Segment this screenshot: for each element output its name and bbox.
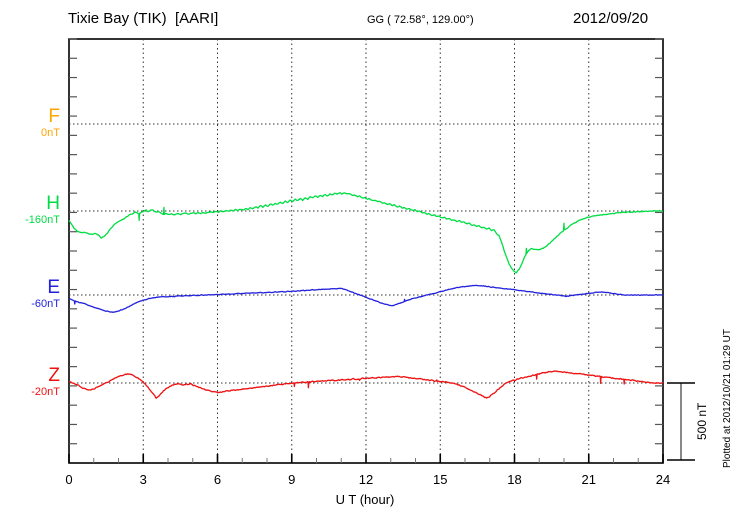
component-label-h: H -160nT bbox=[0, 194, 60, 227]
component-baseline-value-h: -160nT bbox=[25, 214, 60, 226]
plotted-at-label: Plotted at 2012/10/21 01:29 UT bbox=[722, 329, 730, 468]
component-letter-e: E bbox=[47, 277, 60, 298]
scale-bar-label: 500 nT bbox=[695, 402, 709, 440]
page-title: Tixie Bay (TIK) [AARI] bbox=[68, 10, 219, 27]
x-tick-label-12: 12 bbox=[358, 472, 374, 487]
geographic-coordinates-label: GG ( 72.58°, 129.00°) bbox=[367, 14, 474, 26]
x-tick-label-21: 21 bbox=[581, 472, 596, 487]
x-tick-label-0: 0 bbox=[65, 472, 73, 487]
x-tick-label-24: 24 bbox=[655, 472, 671, 487]
x-tick-label-6: 6 bbox=[213, 472, 222, 487]
component-baseline-value-f: 0nT bbox=[41, 127, 60, 139]
component-baseline-value-z: -20nT bbox=[31, 386, 60, 398]
component-letter-h: H bbox=[46, 193, 60, 214]
x-tick-label-9: 9 bbox=[288, 472, 296, 487]
observation-date-label: 2012/09/20 bbox=[573, 10, 649, 27]
component-label-f: F 0nT bbox=[0, 107, 60, 140]
component-letter-z: Z bbox=[48, 365, 60, 386]
component-label-z: Z -20nT bbox=[0, 366, 60, 399]
x-axis-title: U T (hour) bbox=[335, 492, 395, 507]
trace-z bbox=[68, 370, 664, 399]
x-tick-label-18: 18 bbox=[507, 472, 522, 487]
component-label-e: E -60nT bbox=[0, 278, 60, 311]
trace-h bbox=[68, 192, 664, 274]
x-tick-label-3: 3 bbox=[139, 472, 147, 487]
trace-e bbox=[68, 284, 664, 313]
component-baseline-value-e: -60nT bbox=[31, 298, 60, 310]
component-letter-f: F bbox=[48, 106, 60, 127]
x-tick-label-15: 15 bbox=[433, 472, 448, 487]
